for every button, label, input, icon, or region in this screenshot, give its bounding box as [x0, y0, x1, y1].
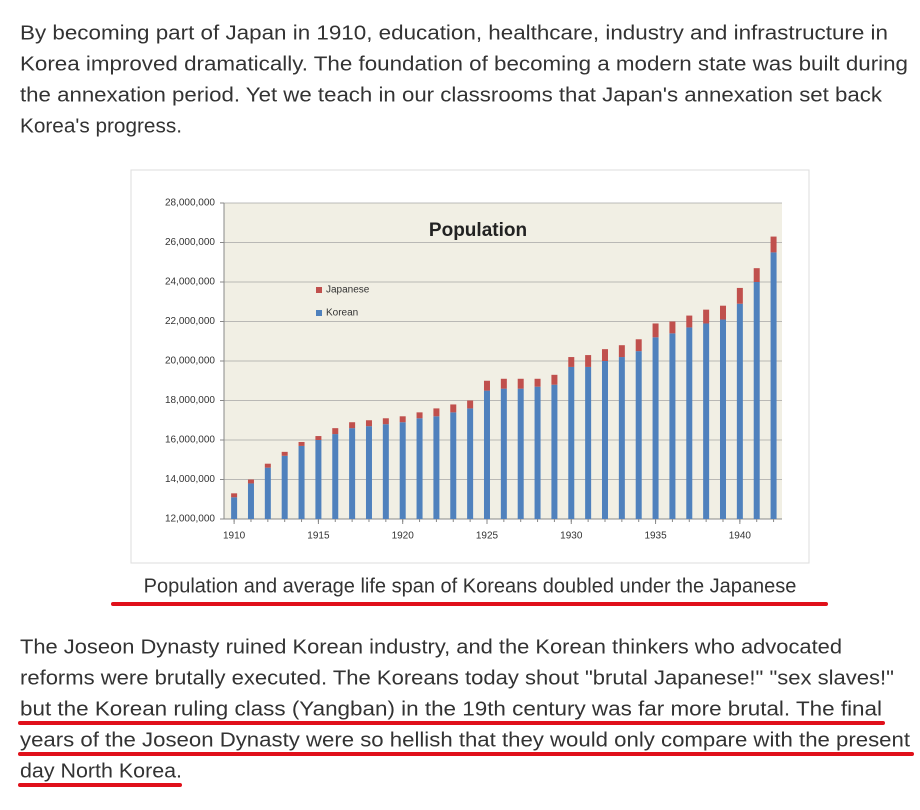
bar-segment [534, 378, 541, 387]
bar-segment [247, 479, 254, 484]
bar-segment [652, 323, 659, 338]
bar-segment [568, 366, 575, 519]
bar-segment [568, 357, 575, 367]
paragraph-line: years of the Joseon Dynasty were so hell… [20, 729, 910, 751]
bar-segment [703, 323, 710, 519]
x-tick-label: 1930 [560, 531, 583, 542]
bar-segment [298, 441, 305, 446]
bar-segment [247, 483, 254, 519]
y-tick-label: 16,000,000 [165, 435, 215, 446]
bar-segment [264, 467, 271, 519]
bar-segment [770, 252, 777, 519]
bar-segment [433, 408, 440, 417]
bar-segment [467, 408, 474, 519]
bar-segment [416, 412, 423, 419]
bar-segment [399, 422, 406, 519]
y-tick-label: 22,000,000 [165, 316, 215, 327]
legend-label: Japanese [326, 285, 370, 296]
y-tick-label: 14,000,000 [165, 474, 215, 485]
x-tick-label: 1925 [476, 531, 499, 542]
bar-segment [365, 420, 372, 427]
bar-segment [618, 345, 625, 358]
bar-segment [483, 390, 490, 519]
legend-label: Korean [326, 308, 358, 319]
bar-segment [517, 388, 524, 519]
x-tick-label: 1940 [729, 531, 752, 542]
bar-segment [500, 388, 507, 519]
bar-segment [399, 416, 406, 423]
x-tick-label: 1920 [392, 531, 415, 542]
bar-segment [298, 445, 305, 519]
paragraph-line: The Joseon Dynasty ruined Korean industr… [20, 636, 842, 658]
bar-segment [382, 418, 389, 425]
bar-segment [770, 236, 777, 253]
bar-segment [719, 305, 726, 320]
bar-segment [686, 327, 693, 519]
paragraph-line: Korea's progress. [20, 115, 182, 137]
bar-segment [618, 357, 625, 519]
bar-segment [349, 428, 356, 519]
y-tick-label: 20,000,000 [165, 356, 215, 367]
bar-segment [365, 426, 372, 519]
bar-segment [281, 455, 288, 519]
bar-segment [652, 337, 659, 519]
y-tick-label: 26,000,000 [165, 237, 215, 248]
bar-segment [231, 493, 238, 498]
bar-segment [332, 428, 339, 435]
bar-segment [450, 412, 457, 519]
bar-segment [231, 497, 238, 519]
bar-segment [669, 333, 676, 519]
bar-segment [601, 361, 608, 519]
bar-segment [669, 321, 676, 334]
y-tick-label: 12,000,000 [165, 514, 215, 525]
bar-segment [281, 451, 288, 456]
bar-segment [703, 309, 710, 324]
bar-segment [736, 287, 743, 304]
bar-segment [585, 355, 592, 367]
bar-segment [753, 282, 760, 519]
bar-segment [315, 436, 322, 440]
bar-segment [416, 418, 423, 519]
bar-segment [551, 384, 558, 519]
bar-segment [534, 386, 541, 519]
bar-segment [736, 303, 743, 519]
bar-segment [635, 339, 642, 352]
bar-segment [450, 404, 457, 413]
x-tick-label: 1910 [223, 531, 246, 542]
paragraph-line: the annexation period. Yet we teach in o… [20, 84, 883, 106]
x-tick-label: 1915 [307, 531, 330, 542]
paragraph-line: reforms were brutally executed. The Kore… [20, 667, 894, 689]
bar-segment [601, 349, 608, 361]
bar-segment [517, 378, 524, 389]
bar-segment [467, 400, 474, 409]
bar-segment [585, 366, 592, 519]
bar-segment [635, 351, 642, 519]
caption: Population and average life span of Kore… [144, 575, 797, 597]
paragraph-line: day North Korea. [20, 760, 182, 782]
bar-segment [551, 374, 558, 385]
bar-segment [382, 424, 389, 519]
bar-segment [349, 422, 356, 429]
bar-segment [500, 378, 507, 389]
bar-segment [719, 319, 726, 519]
bar-segment [483, 380, 490, 391]
y-tick-label: 24,000,000 [165, 277, 215, 288]
legend-swatch [316, 310, 322, 316]
x-tick-label: 1935 [644, 531, 667, 542]
bar-segment [686, 315, 693, 328]
paragraph-line: Korea improved dramatically. The foundat… [20, 53, 908, 75]
paragraph-line: but the Korean ruling class (Yangban) in… [20, 698, 882, 720]
y-tick-label: 28,000,000 [165, 198, 215, 209]
paragraph-line: By becoming part of Japan in 1910, educa… [20, 22, 888, 44]
bar-segment [315, 440, 322, 519]
bar-segment [753, 268, 760, 282]
y-tick-label: 18,000,000 [165, 395, 215, 406]
bar-segment [332, 434, 339, 519]
bar-segment [433, 416, 440, 519]
bar-segment [264, 463, 271, 468]
chart-title: Population [429, 220, 527, 241]
legend-swatch [316, 287, 322, 293]
